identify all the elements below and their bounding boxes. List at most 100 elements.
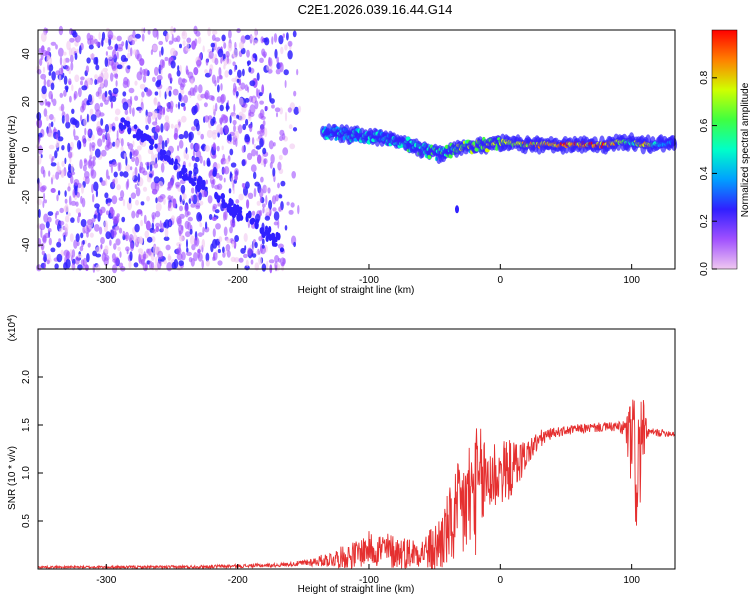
noise-dot bbox=[243, 253, 248, 259]
noise-dot bbox=[138, 108, 142, 114]
spectrogram-x-tick-label: -100 bbox=[359, 275, 379, 286]
noise-dot bbox=[44, 199, 47, 204]
noise-dot bbox=[217, 48, 224, 58]
noise-dot bbox=[170, 60, 176, 69]
noise-dot bbox=[66, 40, 71, 51]
snr-y-axis-label: SNR (10 * v/v) bbox=[7, 446, 18, 510]
noise-dot bbox=[89, 34, 94, 40]
noise-dot bbox=[156, 30, 159, 40]
noise-dot bbox=[116, 213, 120, 218]
noise-dot bbox=[190, 142, 194, 150]
noise-dot bbox=[163, 197, 166, 205]
noise-dot bbox=[137, 145, 142, 151]
noise-dot bbox=[65, 65, 70, 72]
noise-dot bbox=[241, 145, 245, 153]
noise-dot bbox=[55, 171, 60, 180]
noise-dot bbox=[104, 90, 108, 98]
noise-dot bbox=[251, 210, 256, 216]
noise-dot bbox=[186, 251, 192, 256]
noise-dot bbox=[41, 85, 47, 95]
noise-dot bbox=[125, 156, 128, 166]
noise-dot bbox=[110, 101, 113, 109]
noise-dot bbox=[227, 42, 233, 52]
noise-dot bbox=[154, 66, 159, 76]
noise-dot bbox=[155, 117, 158, 123]
noise-dot bbox=[153, 97, 158, 106]
noise-dot bbox=[191, 187, 195, 194]
noise-dot bbox=[63, 205, 69, 213]
noise-dot bbox=[247, 192, 254, 199]
noise-dot bbox=[118, 227, 123, 234]
noise-dot bbox=[119, 251, 122, 258]
track-dot bbox=[273, 236, 278, 243]
noise-dot bbox=[51, 71, 56, 81]
track-dot bbox=[139, 130, 144, 135]
noise-dot bbox=[166, 32, 170, 41]
noise-dot bbox=[46, 259, 50, 265]
noise-dot bbox=[193, 162, 198, 170]
noise-dot bbox=[225, 158, 230, 165]
noise-dot bbox=[107, 55, 113, 60]
noise-dot bbox=[178, 134, 185, 140]
noise-dot bbox=[272, 167, 276, 177]
noise-dot bbox=[260, 124, 265, 133]
noise-dot bbox=[111, 195, 118, 205]
noise-dot bbox=[235, 137, 238, 147]
noise-dot bbox=[226, 238, 231, 244]
noise-dot bbox=[129, 47, 133, 57]
noise-dot bbox=[254, 181, 260, 187]
noise-dot bbox=[130, 39, 135, 46]
noise-dot bbox=[165, 150, 171, 157]
track-dot bbox=[222, 202, 228, 209]
noise-dot bbox=[100, 180, 107, 187]
track-dot bbox=[188, 177, 194, 184]
noise-dot bbox=[104, 220, 108, 228]
spectrogram-x-tick-label: 100 bbox=[623, 275, 640, 286]
noise-dot bbox=[225, 105, 230, 110]
noise-dot bbox=[221, 167, 226, 174]
noise-dot bbox=[171, 215, 175, 222]
noise-dot bbox=[256, 200, 261, 206]
noise-dot bbox=[95, 246, 102, 253]
noise-dot bbox=[214, 184, 220, 190]
noise-dot bbox=[215, 40, 217, 50]
isolated-blob bbox=[455, 205, 459, 214]
noise-dot bbox=[147, 111, 153, 117]
noise-dot bbox=[145, 161, 151, 166]
noise-dot bbox=[77, 254, 83, 259]
noise-dot bbox=[208, 214, 213, 220]
track-dot bbox=[163, 155, 168, 160]
noise-dot bbox=[83, 139, 87, 148]
noise-dot bbox=[278, 154, 283, 161]
noise-dot bbox=[286, 201, 290, 206]
noise-dot bbox=[204, 115, 210, 123]
noise-dot bbox=[251, 253, 257, 258]
noise-dot bbox=[127, 43, 130, 53]
noise-dot bbox=[232, 119, 237, 126]
noise-dot bbox=[149, 173, 153, 178]
noise-dot bbox=[235, 199, 240, 204]
noise-dot bbox=[203, 191, 208, 198]
noise-dot bbox=[182, 40, 186, 47]
colorbar-ticks: 0.0 0.2 0.4 0.6 0.8 bbox=[699, 70, 717, 276]
noise-dot bbox=[207, 27, 211, 37]
noise-dot bbox=[188, 162, 192, 167]
noise-dot bbox=[268, 199, 273, 210]
noise-dot bbox=[56, 166, 62, 173]
noise-dot bbox=[238, 124, 243, 134]
noise-dot bbox=[95, 189, 98, 198]
noise-dot bbox=[69, 95, 72, 103]
noise-dot bbox=[215, 223, 221, 230]
noise-dot bbox=[65, 121, 71, 129]
noise-dot bbox=[201, 259, 204, 269]
noise-dot bbox=[205, 221, 208, 230]
noise-dot bbox=[40, 154, 43, 159]
noise-dot bbox=[86, 57, 91, 64]
track-dot bbox=[268, 234, 273, 241]
noise-dot bbox=[167, 181, 171, 190]
noise-dot bbox=[60, 103, 65, 112]
noise-dot bbox=[90, 169, 97, 179]
noise-dot bbox=[279, 62, 284, 73]
noise-dot bbox=[85, 65, 90, 73]
spectrogram-x-tick-label: -300 bbox=[96, 275, 116, 286]
